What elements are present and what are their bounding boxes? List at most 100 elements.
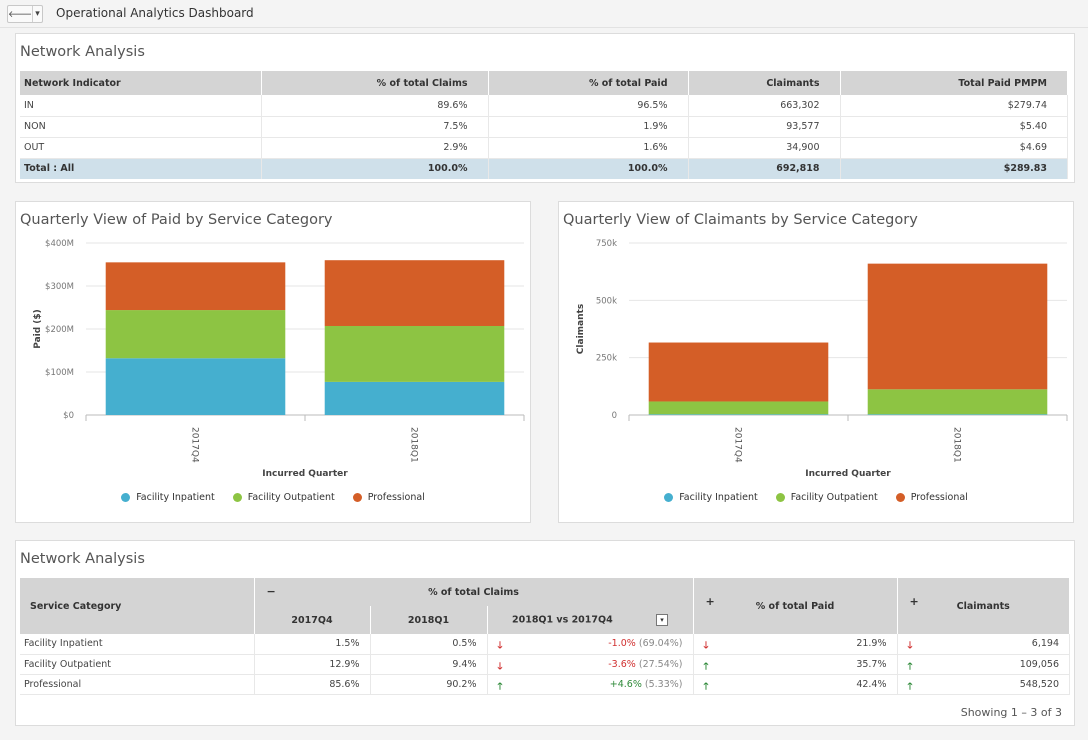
vs-dropdown-icon[interactable]: ▾ <box>656 614 669 626</box>
col-claimants-label[interactable]: Claimants <box>956 600 1010 612</box>
arrow-down-icon: 🡓 <box>497 660 503 672</box>
total-row: Total : All 100.0% 100.0% 692,818 $289.8… <box>20 158 1068 179</box>
paid-chart-panel: Quarterly View of Paid by Service Catego… <box>15 201 531 523</box>
col-group-claims: − % of total Claims <box>254 578 694 606</box>
legend-item[interactable]: Professional <box>895 492 968 503</box>
y-tick-label: 500k <box>596 296 617 306</box>
expand-claimants-icon[interactable]: + <box>909 595 919 608</box>
bar-segment[interactable] <box>324 260 505 326</box>
bar-segment[interactable] <box>648 401 829 415</box>
col-total-paid-pmpm[interactable]: Total Paid PMPM <box>840 71 1068 95</box>
cell-paid: 🡑 35.7% <box>693 654 898 675</box>
vs-pct: (69.04%) <box>638 638 683 650</box>
cell-category: Professional <box>20 674 255 695</box>
cell-vs: 🡓 -3.6% (27.54%) <box>487 654 694 675</box>
legend-item[interactable]: Facility Inpatient <box>121 492 215 503</box>
cell: 2.9% <box>261 137 489 159</box>
pagination-status: Showing 1 – 3 of 3 <box>960 706 1062 719</box>
bar-segment[interactable] <box>648 414 829 415</box>
y-tick-label: $100M <box>45 368 74 378</box>
arrow-down-icon: 🡓 <box>497 640 503 652</box>
cell: 100.0% <box>261 158 489 179</box>
col-vs-label[interactable]: 2018Q1 vs 2017Q4 <box>511 614 613 626</box>
legend-label: Facility Outpatient <box>247 492 335 503</box>
col-service-category[interactable]: Service Category <box>20 578 255 634</box>
legend-item[interactable]: Facility Inpatient <box>664 492 758 503</box>
cell: 96.5% <box>488 95 689 117</box>
panel-title: Network Analysis <box>20 551 145 567</box>
cell-2018q1: 9.4% <box>370 654 488 675</box>
cell-vs: 🡓 -1.0% (69.04%) <box>487 634 694 655</box>
arrow-up-icon: 🡑 <box>703 660 709 672</box>
x-tick-label: 2018Q1 <box>952 427 962 463</box>
nav-dropdown-icon[interactable]: ▾ <box>35 9 40 19</box>
expand-paid-icon[interactable]: + <box>705 595 715 608</box>
cell-claimants: 🡓 6,194 <box>897 634 1070 655</box>
arrow-up-icon: 🡑 <box>907 680 913 692</box>
legend-dot-icon <box>352 493 362 502</box>
cell: $289.83 <box>840 158 1068 179</box>
bar-segment[interactable] <box>105 262 286 311</box>
paid-chart: $0 $100M $200M $300M $400M Paid ($) Incurred Q… <box>33 239 525 479</box>
paid-value: 42.4% <box>856 678 887 690</box>
col-pct-paid[interactable]: % of total Paid <box>488 71 689 95</box>
paid-value: 21.9% <box>856 638 887 650</box>
x-axis-label: Incurred Quarter <box>805 469 891 479</box>
cell: OUT <box>20 137 262 159</box>
legend-item[interactable]: Facility Outpatient <box>775 492 878 503</box>
arrow-down-icon: 🡓 <box>703 640 709 652</box>
y-tick-label: $300M <box>45 282 74 292</box>
x-tick-label: 2018Q1 <box>409 427 419 463</box>
x-tick-label: 2017Q4 <box>733 427 743 463</box>
col-2018q1[interactable]: 2018Q1 <box>370 606 488 634</box>
cell: Total : All <box>20 158 262 179</box>
col-pct-claims[interactable]: % of total Claims <box>261 71 489 95</box>
vs-change: +4.6% <box>609 678 642 690</box>
app-title: Operational Analytics Dashboard <box>56 6 254 20</box>
bar-segment[interactable] <box>867 263 1048 390</box>
col-pct-paid-label[interactable]: % of total Paid <box>755 600 835 612</box>
legend-item[interactable]: Professional <box>352 492 425 503</box>
legend-dot-icon <box>664 493 674 502</box>
cell-claimants: 🡑 548,520 <box>897 674 1070 695</box>
claimants-value: 109,056 <box>1019 658 1059 670</box>
back-arrow-icon[interactable]: 🡐 <box>8 6 34 22</box>
y-tick-label: $0 <box>63 411 74 421</box>
bar-segment[interactable] <box>105 310 286 359</box>
cell: IN <box>20 95 262 117</box>
arrow-down-icon: 🡓 <box>907 640 913 652</box>
col-2017q4[interactable]: 2017Q4 <box>254 606 371 634</box>
claimants-chart-panel: Quarterly View of Claimants by Service C… <box>558 201 1074 523</box>
cell: 1.6% <box>488 137 689 159</box>
legend-label: Professional <box>910 492 968 503</box>
col-network-indicator[interactable]: Network Indicator <box>20 71 262 95</box>
chart-title: Quarterly View of Paid by Service Catego… <box>20 212 333 228</box>
bar-segment[interactable] <box>105 358 286 415</box>
cell-2017q4: 12.9% <box>254 654 371 675</box>
vs-pct: (27.54%) <box>638 658 683 670</box>
col-vs: 2018Q1 vs 2017Q4 ▾ <box>487 606 694 634</box>
cell: 692,818 <box>688 158 841 179</box>
legend-item[interactable]: Facility Outpatient <box>232 492 335 503</box>
col-claimants[interactable]: Claimants <box>688 71 841 95</box>
bar-segment[interactable] <box>867 389 1048 415</box>
cell: 663,302 <box>688 95 841 117</box>
x-axis-label: Incurred Quarter <box>262 469 348 479</box>
arrow-up-icon: 🡑 <box>703 680 709 692</box>
group-claims-label: % of total Claims <box>428 586 519 598</box>
bar-segment[interactable] <box>324 381 505 415</box>
claimants-chart: 0 250k 500k 750k Claimants Incurred Quarter 20… <box>576 239 1068 479</box>
cell-2018q1: 0.5% <box>370 634 488 655</box>
legend-dot-icon <box>232 493 242 502</box>
cell: $4.69 <box>840 137 1068 159</box>
bar-segment[interactable] <box>648 342 829 402</box>
legend-label: Professional <box>367 492 425 503</box>
cell: 100.0% <box>488 158 689 179</box>
vs-change: -1.0% <box>608 638 636 650</box>
bar-segment[interactable] <box>324 325 505 382</box>
network-analysis-panel: Network Analysis Network Indicator % of … <box>15 33 1075 183</box>
bar-segment[interactable] <box>867 414 1048 415</box>
cell: 1.9% <box>488 116 689 138</box>
collapse-group-icon[interactable]: − <box>266 585 276 598</box>
vs-pct: (5.33%) <box>644 678 683 690</box>
